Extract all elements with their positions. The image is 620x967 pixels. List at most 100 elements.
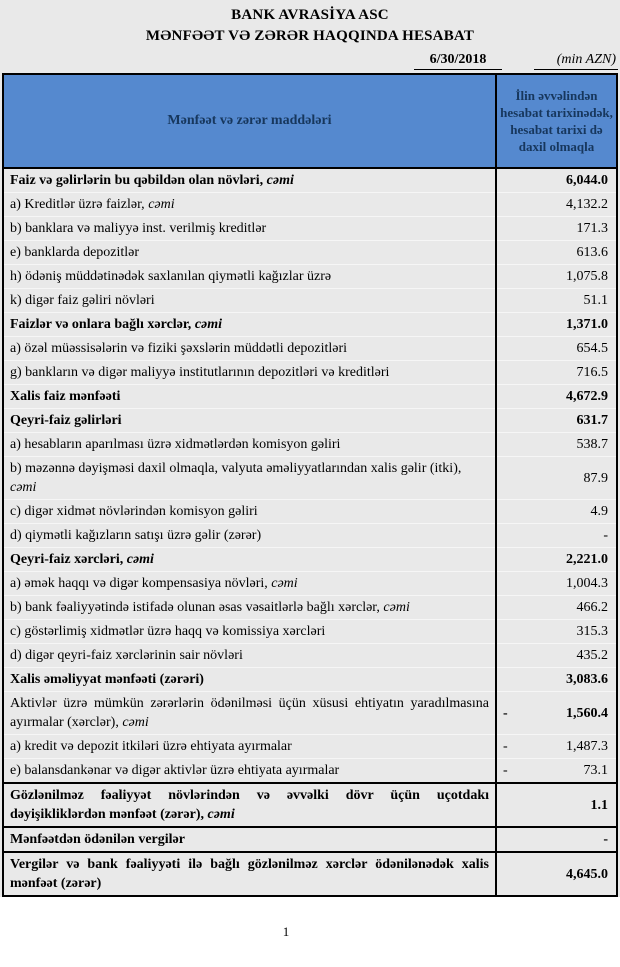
row-label: Mənfəətdən ödənilən vergilər: [3, 826, 497, 852]
table-row: Aktivlər üzrə mümkün zərərlərin ödənilmə…: [3, 691, 617, 735]
table-row: d) qiymətli kağızların satışı üzrə gəlir…: [3, 523, 617, 548]
row-value-cell: 1,004.3: [496, 571, 617, 596]
row-value-cell: 466.2: [496, 595, 617, 620]
row-label-cami: cəmi: [122, 715, 149, 730]
row-label: Faizlər və onlara bağlı xərclər, cəmi: [3, 312, 497, 337]
table-row: g) bankların və digər maliyyə institutla…: [3, 360, 617, 385]
row-label-text: a) əmək haqqı və digər kompensasiya növl…: [10, 576, 268, 591]
table-row: a) əmək haqqı və digər kompensasiya növl…: [3, 571, 617, 596]
table-row: c) göstərlimiş xidmətlər üzrə haqq və ko…: [3, 619, 617, 644]
row-amount: 73.1: [583, 763, 609, 778]
row-amount: 4.9: [590, 504, 609, 519]
row-label: Qeyri-faiz gəlirləri: [3, 408, 497, 433]
row-label: b) banklara və maliyyə inst. verilmiş kr…: [3, 216, 497, 241]
row-value-cell: -: [496, 523, 617, 548]
row-label: Faiz və gəlirlərin bu qəbildən olan növl…: [3, 168, 497, 193]
row-label-cami: cəmi: [148, 197, 175, 212]
row-amount: 716.5: [576, 365, 609, 380]
table-header: Mənfəət və zərər maddələri İlin əvvəlind…: [3, 74, 617, 169]
row-label-text: Xalis əməliyyat mənfəəti (zərəri): [10, 672, 204, 687]
row-value-cell: 4,132.2: [496, 192, 617, 217]
row-label: Xalis faiz mənfəəti: [3, 384, 497, 409]
table-row: Qeyri-faiz gəlirləri 631.7: [3, 408, 617, 433]
row-value-cell: 2,221.0: [496, 547, 617, 572]
negative-sign: -: [503, 763, 508, 778]
row-amount: 1,371.0: [566, 317, 608, 332]
row-value-cell: 613.6: [496, 240, 617, 265]
table-row: a) Kreditlər üzrə faizlər, cəmi 4,132.2: [3, 192, 617, 217]
row-label-text: Faiz və gəlirlərin bu qəbildən olan növl…: [10, 173, 264, 188]
table-row: a) hesabların aparılması üzrə xidmətlərd…: [3, 432, 617, 457]
row-label-cami: cəmi: [383, 600, 410, 615]
row-label: c) göstərlimiş xidmətlər üzrə haqq və ko…: [3, 619, 497, 644]
row-value-cell: 716.5: [496, 360, 617, 385]
row-amount: 1,075.8: [566, 269, 608, 284]
report-title: MƏNFƏƏT VƏ ZƏRƏR HAQQINDA HESABAT: [145, 28, 475, 44]
row-label-text: Mənfəətdən ödənilən vergilər: [10, 832, 185, 847]
row-label: Gözlənilməz fəaliyyət növlərindən və əvv…: [3, 782, 497, 827]
row-label-cami: cəmi: [271, 576, 298, 591]
row-value-cell: 6,044.0: [496, 168, 617, 193]
row-label: a) Kreditlər üzrə faizlər, cəmi: [3, 192, 497, 217]
row-label: d) digər qeyri-faiz xərclərinin sair növ…: [3, 643, 497, 668]
row-amount: 1.1: [590, 797, 609, 813]
row-label-cami: cəmi: [10, 480, 37, 495]
row-label: g) bankların və digər maliyyə institutla…: [3, 360, 497, 385]
row-label: Qeyri-faiz xərcləri, cəmi: [3, 547, 497, 572]
row-label-text: b) banklara və maliyyə inst. verilmiş kr…: [10, 221, 267, 236]
row-label-text: Gözlənilməz fəaliyyət növlərindən və əvv…: [10, 788, 489, 822]
row-value-cell: 435.2: [496, 643, 617, 668]
table-header-row: Mənfəət və zərər maddələri İlin əvvəlind…: [3, 74, 617, 169]
row-label-cami: cəmi: [266, 173, 294, 188]
row-value-cell: - 73.1: [496, 758, 617, 783]
table-row: a) özəl müəssisələrin və fiziki şəxsləri…: [3, 336, 617, 361]
row-label: Xalis əməliyyat mənfəəti (zərəri): [3, 667, 497, 692]
table-row: e) banklarda depozitlər 613.6: [3, 240, 617, 265]
row-amount: 51.1: [583, 293, 609, 308]
row-value-cell: 631.7: [496, 408, 617, 433]
row-label-text: a) kredit və depozit itkiləri üzrə ehtiy…: [10, 739, 292, 754]
row-value-cell: 4.9: [496, 499, 617, 524]
row-label-text: Xalis faiz mənfəəti: [10, 389, 121, 404]
row-amount: 1,004.3: [566, 576, 608, 591]
row-value-cell: 654.5: [496, 336, 617, 361]
column-header-period: İlin əvvəlindən hesabat tarixinədək, hes…: [496, 74, 617, 169]
bank-name: BANK AVRASİYA ASC: [231, 7, 389, 23]
date-row: 6/30/2018 (min AZN): [2, 51, 618, 70]
row-value-cell: - 1,487.3: [496, 734, 617, 759]
row-amount: -: [603, 528, 608, 543]
page-footer: 1: [0, 897, 620, 967]
row-amount: 654.5: [576, 341, 609, 356]
row-label-cami: cəmi: [194, 317, 223, 332]
row-value-cell: 171.3: [496, 216, 617, 241]
row-label: e) banklarda depozitlər: [3, 240, 497, 265]
row-amount: 466.2: [576, 600, 609, 615]
table-row: Mənfəətdən ödənilən vergilər -: [3, 826, 617, 852]
row-label-text: e) banklarda depozitlər: [10, 245, 140, 260]
row-label: a) kredit və depozit itkiləri üzrə ehtiy…: [3, 734, 497, 759]
row-label-text: b) bank fəaliyyətində istifadə olunan əs…: [10, 600, 380, 615]
table-row: d) digər qeyri-faiz xərclərinin sair növ…: [3, 643, 617, 668]
report-sheet: BANK AVRASİYA ASC MƏNFƏƏT VƏ ZƏRƏR HAQQI…: [0, 0, 620, 897]
row-label-text: k) digər faiz gəliri növləri: [10, 293, 155, 308]
row-label-text: e) balansdankənar və digər aktivlər üzrə…: [10, 763, 340, 778]
table-row: Xalis faiz mənfəəti 4,672.9: [3, 384, 617, 409]
report-date: 6/30/2018: [414, 51, 502, 70]
row-label: Vergilər və bank fəaliyyəti ilə bağlı gö…: [3, 851, 497, 896]
row-value-cell: 51.1: [496, 288, 617, 313]
row-label-text: h) ödəniş müddətinədək saxlanılan qiymət…: [10, 269, 332, 284]
row-label-text: g) bankların və digər maliyyə institutla…: [10, 365, 390, 380]
row-value-cell: 3,083.6: [496, 667, 617, 692]
document-header: BANK AVRASİYA ASC MƏNFƏƏT VƏ ZƏRƏR HAQQI…: [2, 5, 618, 47]
table-row: Gözlənilməz fəaliyyət növlərindən və əvv…: [3, 782, 617, 827]
table-row: c) digər xidmət növlərindən komisyon gəl…: [3, 499, 617, 524]
row-label-text: Faizlər və onlara bağlı xərclər,: [10, 317, 192, 332]
row-label: a) əmək haqqı və digər kompensasiya növl…: [3, 571, 497, 596]
table-row: Xalis əməliyyat mənfəəti (zərəri) 3,083.6: [3, 667, 617, 692]
row-label-text: Aktivlər üzrə mümkün zərərlərin ödənilmə…: [10, 696, 489, 730]
row-amount: 4,645.0: [566, 866, 608, 882]
row-label-cami: cəmi: [126, 552, 154, 567]
row-amount: 3,083.6: [566, 672, 608, 687]
row-label-text: Qeyri-faiz gəlirləri: [10, 413, 122, 428]
row-label-text: c) digər xidmət növlərindən komisyon gəl…: [10, 504, 258, 519]
